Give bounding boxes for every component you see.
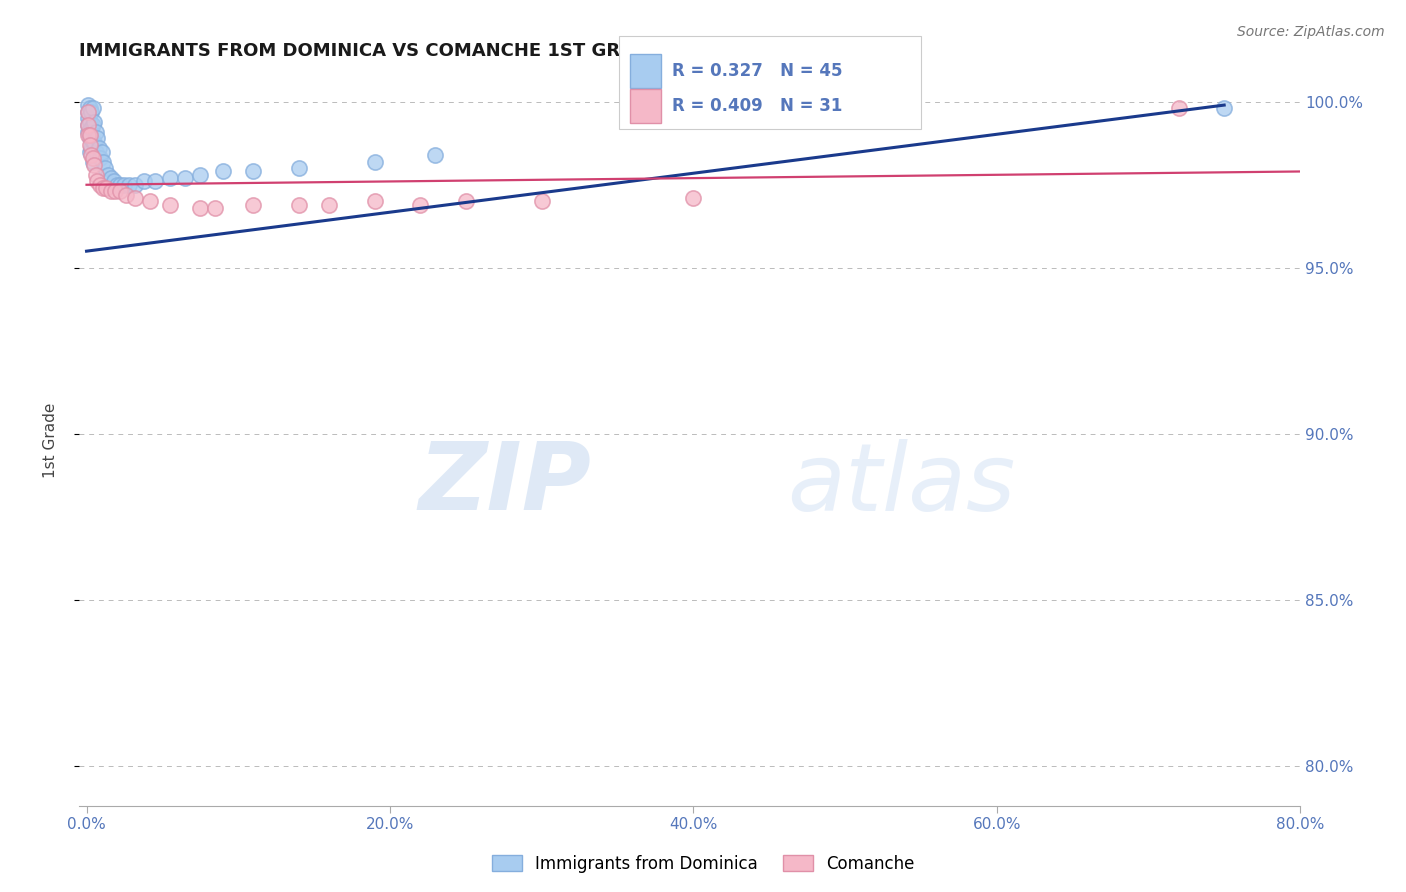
Point — [80, 148, 103, 162]
Point — [118, 178, 141, 192]
Point — [90, 145, 112, 159]
Point — [364, 194, 387, 209]
Point — [79, 137, 101, 152]
Point — [288, 161, 311, 176]
Point — [77, 104, 100, 119]
Point — [108, 178, 131, 192]
Point — [84, 145, 107, 159]
Point — [97, 168, 120, 182]
Point — [77, 98, 100, 112]
Point — [103, 174, 125, 188]
Point — [86, 131, 108, 145]
Point — [80, 104, 103, 119]
Point — [80, 141, 103, 155]
Point — [86, 174, 108, 188]
Point — [79, 114, 101, 128]
Point — [1213, 102, 1236, 116]
Point — [89, 151, 111, 165]
Point — [77, 125, 100, 139]
Point — [84, 125, 107, 139]
Point — [82, 118, 104, 132]
Point — [79, 131, 101, 145]
Point — [82, 102, 104, 116]
Point — [139, 194, 162, 209]
Point — [79, 145, 101, 159]
Point — [115, 187, 138, 202]
Point — [159, 197, 181, 211]
Point — [530, 194, 553, 209]
Text: Source: ZipAtlas.com: Source: ZipAtlas.com — [1237, 25, 1385, 39]
Text: ZIP: ZIP — [419, 438, 592, 530]
Legend: Immigrants from Dominica, Comanche: Immigrants from Dominica, Comanche — [485, 848, 921, 880]
Point — [91, 154, 114, 169]
Point — [96, 181, 118, 195]
Point — [77, 128, 100, 142]
Point — [82, 151, 104, 165]
Point — [318, 197, 340, 211]
Point — [83, 135, 105, 149]
Point — [77, 118, 100, 132]
Point — [288, 197, 311, 211]
Point — [204, 201, 226, 215]
Point — [100, 185, 122, 199]
Point — [79, 102, 101, 116]
Point — [105, 178, 128, 192]
Point — [364, 154, 387, 169]
Point — [124, 191, 146, 205]
Point — [159, 171, 181, 186]
Point — [143, 174, 166, 188]
Point — [409, 197, 432, 211]
Point — [174, 171, 197, 186]
Point — [454, 194, 477, 209]
Point — [682, 191, 704, 205]
Point — [93, 161, 115, 176]
Point — [82, 154, 104, 169]
Y-axis label: 1st Grade: 1st Grade — [44, 402, 58, 478]
Text: IMMIGRANTS FROM DOMINICA VS COMANCHE 1ST GRADE CORRELATION CHART: IMMIGRANTS FROM DOMINICA VS COMANCHE 1ST… — [79, 42, 883, 60]
Point — [188, 201, 211, 215]
Text: R = 0.327   N = 45: R = 0.327 N = 45 — [672, 62, 842, 80]
Point — [87, 141, 110, 155]
Point — [77, 118, 100, 132]
Text: R = 0.409   N = 31: R = 0.409 N = 31 — [672, 97, 842, 115]
Point — [83, 158, 105, 172]
Point — [80, 121, 103, 136]
Point — [77, 104, 100, 119]
Point — [104, 185, 127, 199]
Text: atlas: atlas — [787, 439, 1015, 530]
Point — [77, 112, 100, 126]
Point — [425, 148, 447, 162]
Point — [188, 168, 211, 182]
Point — [100, 171, 122, 186]
Point — [108, 185, 131, 199]
Point — [134, 174, 156, 188]
Point — [1167, 102, 1189, 116]
Point — [91, 181, 114, 195]
Point — [212, 164, 235, 178]
Point — [83, 114, 105, 128]
Point — [124, 178, 146, 192]
Point — [114, 178, 136, 192]
Point — [242, 164, 264, 178]
Point — [242, 197, 264, 211]
Point — [84, 168, 107, 182]
Point — [79, 128, 101, 142]
Point — [82, 135, 104, 149]
Point — [89, 178, 111, 192]
